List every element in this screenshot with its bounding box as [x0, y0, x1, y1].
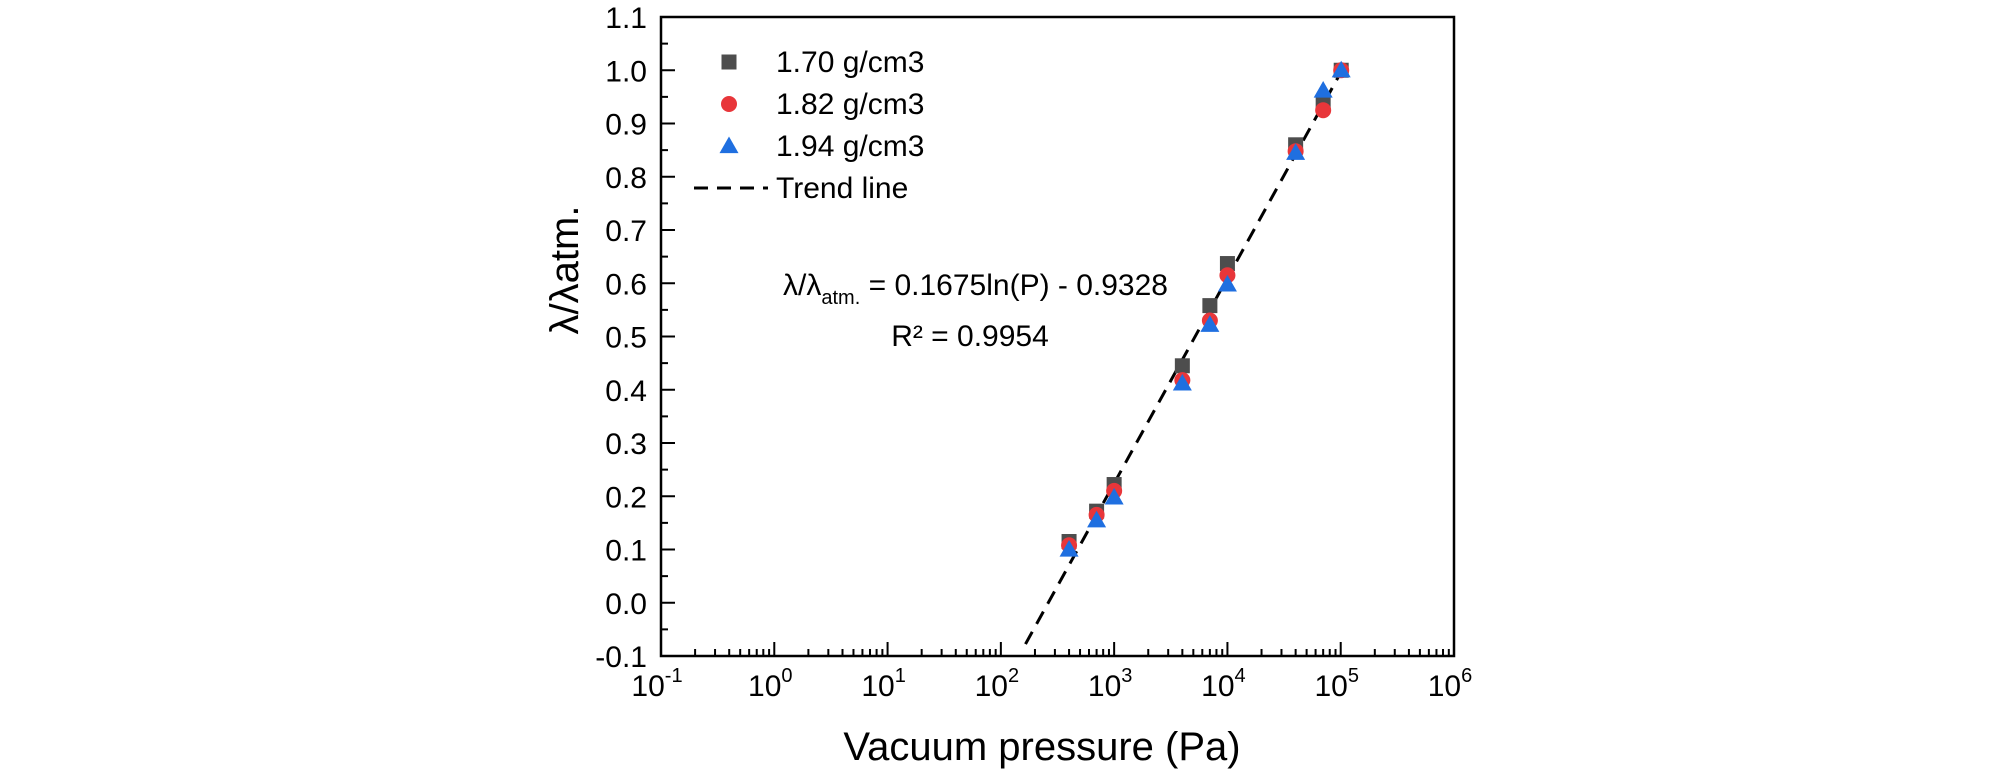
legend-label-3: 1.94 g/cm3 — [776, 130, 924, 163]
x-tick-label-exponent: 6 — [1461, 665, 1472, 687]
x-tick-label: 102 — [975, 665, 1020, 703]
data-point-series-3 — [1059, 540, 1079, 557]
x-tick-label-exponent: 3 — [1121, 665, 1132, 687]
data-point-series-3 — [1286, 143, 1306, 160]
x-tick-label: 101 — [861, 665, 906, 703]
y-tick-label: 0.3 — [605, 428, 647, 461]
x-tick-label: 106 — [1428, 665, 1473, 703]
legend-marker-1 — [721, 54, 737, 70]
fit-equation-rhs: = 0.1675ln(P) - 0.9328 — [860, 269, 1168, 302]
x-tick-label: 103 — [1088, 665, 1133, 703]
legend: 1.70 g/cm3 1.82 g/cm3 1.94 g/cm3 Trend l… — [694, 46, 924, 205]
data-point-series-1 — [1174, 358, 1190, 374]
data-point-series-2 — [1315, 102, 1332, 119]
legend-label-trend: Trend line — [776, 172, 908, 205]
data-point-series-3 — [1172, 373, 1192, 391]
legend-marker-3 — [719, 136, 739, 154]
data-point-series-3 — [1087, 510, 1107, 528]
data-point-series-3 — [1104, 487, 1124, 505]
y-tick-label: 0.0 — [605, 588, 647, 621]
legend-marker-2 — [721, 96, 737, 112]
y-tick-label: 0.8 — [605, 162, 647, 195]
legend-label-2: 1.82 g/cm3 — [776, 88, 924, 121]
fit-equation-subscript: atm. — [821, 287, 860, 309]
y-tick-label: 0.9 — [605, 109, 647, 142]
x-tick-label-base: 10 — [1314, 670, 1347, 703]
data-point-series-1 — [1202, 298, 1218, 314]
x-tick-label-base: 10 — [1428, 670, 1461, 703]
fit-equation: λ/λatm. = 0.1675ln(P) - 0.9328 — [783, 269, 1168, 309]
y-axis-ticks: -0.1 0.0 0.1 0.2 0.3 0.4 0.5 0.6 0.7 0.8 0.9 1.0 1.1 — [595, 2, 675, 674]
y-tick-label: 0.1 — [605, 535, 647, 568]
y-tick-label: 0.5 — [605, 322, 647, 355]
fit-equation-lhs: λ/λ — [783, 269, 821, 302]
x-tick-label-exponent: 1 — [895, 665, 906, 687]
x-tick-label: 105 — [1314, 665, 1359, 703]
x-tick-label-base: 10 — [631, 670, 664, 703]
x-tick-label: 10-1 — [631, 665, 682, 703]
y-tick-label: 0.2 — [605, 481, 647, 514]
data-points-layer — [1059, 60, 1351, 557]
data-point-series-3 — [1331, 60, 1351, 78]
legend-markers — [694, 54, 768, 190]
y-tick-label: 0.7 — [605, 215, 647, 248]
data-point-series-1 — [1219, 256, 1235, 272]
data-point-series-3 — [1313, 80, 1333, 98]
legend-label-1: 1.70 g/cm3 — [776, 46, 924, 79]
trend-line — [1024, 70, 1343, 645]
x-axis-ticks: 10-1 100 101 102 103 104 105 106 — [631, 642, 1472, 703]
x-axis-title: Vacuum pressure (Pa) — [843, 725, 1240, 769]
y-axis-title: λ/λatm. — [543, 206, 587, 335]
x-tick-label-exponent: 4 — [1235, 665, 1246, 687]
x-tick-label-base: 10 — [1201, 670, 1234, 703]
x-tick-label-base: 10 — [975, 670, 1008, 703]
y-tick-label: 0.4 — [605, 375, 647, 408]
fit-annotation: λ/λatm. = 0.1675ln(P) - 0.9328 R² = 0.99… — [783, 269, 1168, 353]
x-tick-label: 104 — [1201, 665, 1246, 703]
y-tick-label: 0.6 — [605, 268, 647, 301]
x-tick-label-base: 10 — [1088, 670, 1121, 703]
y-tick-label: 1.1 — [605, 2, 647, 35]
data-point-series-3 — [1200, 315, 1220, 332]
data-point-series-3 — [1217, 274, 1237, 292]
y-tick-label: 1.0 — [605, 55, 647, 88]
x-tick-label-base: 10 — [748, 670, 781, 703]
x-tick-label-exponent: -1 — [665, 665, 683, 687]
fit-r-squared: R² = 0.9954 — [891, 320, 1049, 353]
y-tick-label: -0.1 — [595, 641, 647, 674]
x-tick-label-base: 10 — [861, 670, 894, 703]
x-tick-label-exponent: 0 — [781, 665, 792, 687]
x-tick-label-exponent: 5 — [1348, 665, 1359, 687]
x-tick-label-exponent: 2 — [1008, 665, 1019, 687]
trend-line-layer — [1024, 70, 1343, 645]
x-tick-label: 100 — [748, 665, 793, 703]
